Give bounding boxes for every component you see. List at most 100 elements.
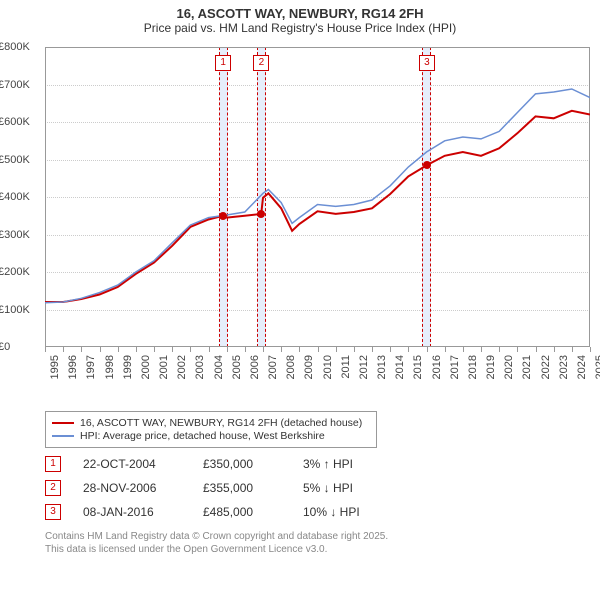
x-axis-label: 1995: [49, 355, 61, 395]
x-tick: [227, 347, 228, 352]
sale-row: 122-OCT-2004£350,0003% ↑ HPI: [45, 456, 600, 472]
sale-row-delta: 3% ↑ HPI: [303, 457, 423, 471]
x-axis-label: 1999: [122, 355, 134, 395]
y-axis-label: £400K: [0, 191, 43, 203]
sale-marker-number: 1: [215, 55, 231, 71]
x-tick: [209, 347, 210, 352]
x-axis-label: 1997: [85, 355, 97, 395]
sale-row-delta: 10% ↓ HPI: [303, 505, 423, 519]
x-tick: [354, 347, 355, 352]
x-axis-label: 2007: [267, 355, 279, 395]
x-axis-label: 2008: [285, 355, 297, 395]
x-tick: [45, 347, 46, 352]
x-tick: [81, 347, 82, 352]
legend-item: HPI: Average price, detached house, West…: [52, 430, 370, 442]
sale-row-date: 08-JAN-2016: [83, 505, 203, 519]
sale-row-price: £350,000: [203, 457, 303, 471]
x-axis-label: 2020: [503, 355, 515, 395]
legend-box: 16, ASCOTT WAY, NEWBURY, RG14 2FH (detac…: [45, 411, 377, 448]
x-axis-label: 2004: [213, 355, 225, 395]
x-tick: [572, 347, 573, 352]
sale-row-price: £485,000: [203, 505, 303, 519]
x-axis-label: 2003: [194, 355, 206, 395]
y-axis-label: £500K: [0, 154, 43, 166]
x-axis-label: 2024: [576, 355, 588, 395]
legend-item: 16, ASCOTT WAY, NEWBURY, RG14 2FH (detac…: [52, 417, 370, 429]
x-tick: [118, 347, 119, 352]
x-axis-label: 2017: [449, 355, 461, 395]
series-lines: [45, 47, 590, 347]
chart-title-line1: 16, ASCOTT WAY, NEWBURY, RG14 2FH: [0, 6, 600, 21]
sale-row-delta: 5% ↓ HPI: [303, 481, 423, 495]
x-tick: [427, 347, 428, 352]
y-axis-label: £800K: [0, 41, 43, 53]
x-tick: [554, 347, 555, 352]
sale-dot: [219, 212, 227, 220]
x-axis-label: 2001: [158, 355, 170, 395]
footnote-line1: Contains HM Land Registry data © Crown c…: [45, 530, 600, 543]
y-axis-label: £0: [0, 341, 43, 353]
sale-row: 308-JAN-2016£485,00010% ↓ HPI: [45, 504, 600, 520]
sale-dot: [423, 161, 431, 169]
series-price_paid: [45, 111, 590, 302]
x-axis-label: 2002: [176, 355, 188, 395]
x-axis-label: 2016: [431, 355, 443, 395]
y-axis-label: £700K: [0, 79, 43, 91]
x-axis-label: 2009: [303, 355, 315, 395]
footnote-line2: This data is licensed under the Open Gov…: [45, 543, 600, 556]
x-tick: [517, 347, 518, 352]
y-axis-label: £100K: [0, 304, 43, 316]
x-tick: [481, 347, 482, 352]
legend-label: HPI: Average price, detached house, West…: [80, 430, 325, 442]
x-tick: [299, 347, 300, 352]
legend-swatch: [52, 435, 74, 437]
y-axis-label: £300K: [0, 229, 43, 241]
sale-marker-number: 2: [253, 55, 269, 71]
x-axis-label: 2005: [231, 355, 243, 395]
x-axis-label: 2012: [358, 355, 370, 395]
x-axis-label: 2014: [394, 355, 406, 395]
x-tick: [154, 347, 155, 352]
legend-swatch: [52, 422, 74, 424]
x-tick: [445, 347, 446, 352]
x-axis-label: 2015: [412, 355, 424, 395]
x-axis-label: 2025: [594, 355, 600, 395]
x-axis-label: 2018: [467, 355, 479, 395]
sale-row-date: 28-NOV-2006: [83, 481, 203, 495]
legend-label: 16, ASCOTT WAY, NEWBURY, RG14 2FH (detac…: [80, 417, 362, 429]
sale-marker-number: 3: [419, 55, 435, 71]
series-hpi: [45, 89, 590, 303]
x-tick: [100, 347, 101, 352]
x-tick: [263, 347, 264, 352]
x-axis-label: 1996: [67, 355, 79, 395]
y-axis-label: £200K: [0, 266, 43, 278]
x-tick: [190, 347, 191, 352]
sale-row-price: £355,000: [203, 481, 303, 495]
x-tick: [390, 347, 391, 352]
x-tick: [408, 347, 409, 352]
x-axis-label: 2022: [540, 355, 552, 395]
x-tick: [536, 347, 537, 352]
x-axis-label: 2000: [140, 355, 152, 395]
sale-row-num: 2: [45, 480, 61, 496]
x-axis-label: 2011: [340, 355, 352, 395]
x-axis-label: 2019: [485, 355, 497, 395]
x-tick: [590, 347, 591, 352]
x-tick: [245, 347, 246, 352]
sale-dot: [257, 210, 265, 218]
y-axis-label: £600K: [0, 116, 43, 128]
x-tick: [172, 347, 173, 352]
x-tick: [499, 347, 500, 352]
x-tick: [63, 347, 64, 352]
sale-row-date: 22-OCT-2004: [83, 457, 203, 471]
x-tick: [372, 347, 373, 352]
chart-area: £0 £100K £200K £300K £400K £500K £600K £700K £80…: [0, 37, 600, 407]
sale-row: 2 28-NOV-2006£355,0005% ↓ HPI: [45, 480, 600, 496]
footnote: Contains HM Land Registry data © Crown c…: [45, 530, 600, 556]
x-tick: [136, 347, 137, 352]
x-axis-label: 2013: [376, 355, 388, 395]
x-axis-label: 2010: [322, 355, 334, 395]
x-axis-label: 2021: [521, 355, 533, 395]
x-axis-label: 1998: [104, 355, 116, 395]
chart-title-block: 16, ASCOTT WAY, NEWBURY, RG14 2FH Price …: [0, 0, 600, 37]
